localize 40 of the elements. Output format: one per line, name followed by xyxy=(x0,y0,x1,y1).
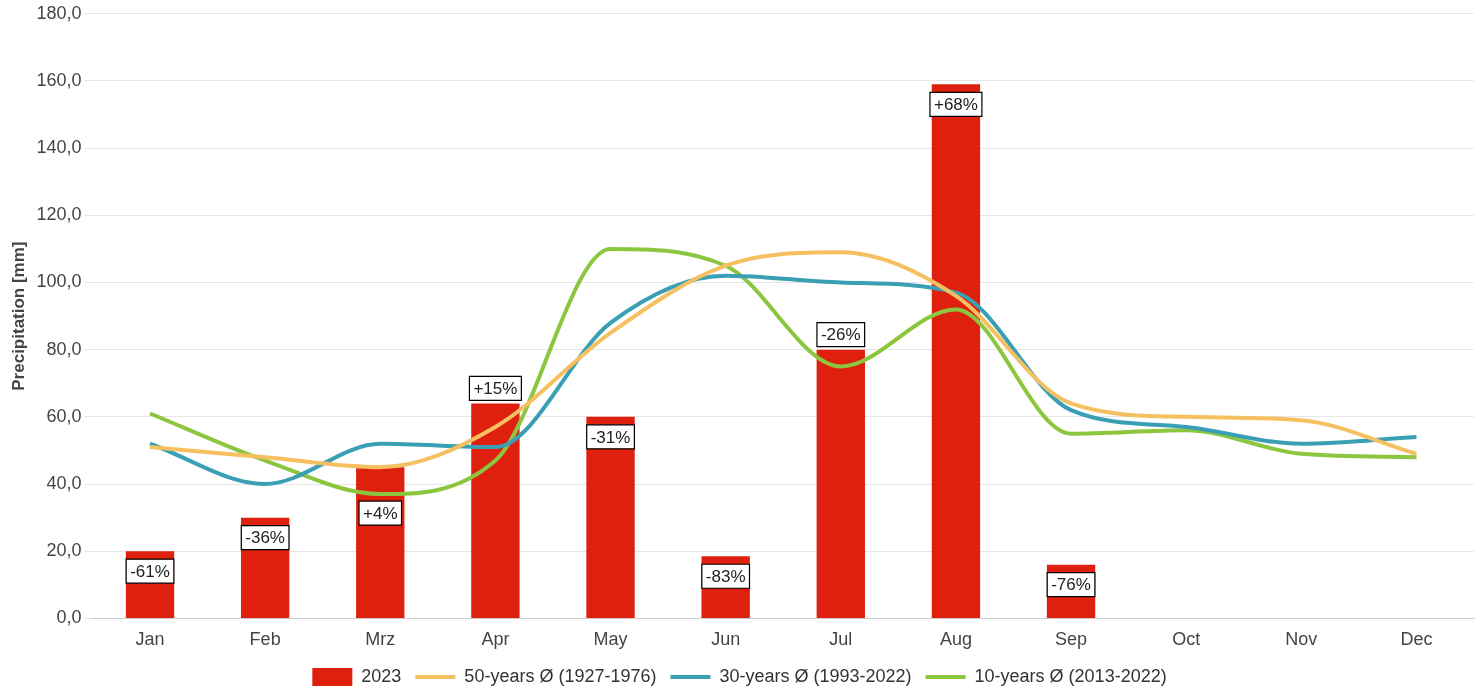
x-tick-label: Jan xyxy=(135,629,165,650)
y-tick-label: 40,0 xyxy=(46,473,82,494)
x-tick-label: Jun xyxy=(711,629,741,650)
x-tick-label: Mrz xyxy=(365,629,396,650)
annotation: -26% xyxy=(820,325,861,345)
y-tick-label: 20,0 xyxy=(46,540,82,561)
legend-label: 2023 xyxy=(361,665,402,686)
bar xyxy=(586,416,635,618)
annotation: -76% xyxy=(1051,575,1091,595)
x-tick-label: Oct xyxy=(1172,629,1201,650)
y-tick-label: 140,0 xyxy=(36,137,82,158)
y-tick-label: 120,0 xyxy=(36,204,82,225)
annotation: -83% xyxy=(705,566,746,586)
bar xyxy=(471,403,520,618)
annotation: -36% xyxy=(245,528,285,548)
annotation: +68% xyxy=(933,95,978,115)
y-tick-label: 60,0 xyxy=(46,405,82,426)
x-tick-label: Nov xyxy=(1285,629,1318,650)
annotation: +15% xyxy=(473,379,518,399)
y-tick-label: 180,0 xyxy=(36,2,82,23)
y-tick-label: 0,0 xyxy=(56,607,82,628)
x-tick-label: Sep xyxy=(1055,629,1088,650)
annotation: -31% xyxy=(590,427,631,447)
y-axis-title: Precipitation [mm] xyxy=(8,241,28,391)
annotation: +4% xyxy=(363,503,398,523)
x-tick-label: Aug xyxy=(939,629,972,650)
x-tick-label: May xyxy=(593,629,628,650)
y-tick-label: 160,0 xyxy=(36,69,82,90)
y-tick-label: 80,0 xyxy=(46,338,82,359)
y-tick-label: 100,0 xyxy=(36,271,82,292)
annotation: -61% xyxy=(130,561,170,581)
legend-label: 50-years Ø (1927-1976) xyxy=(464,665,657,686)
bar xyxy=(816,349,865,618)
x-tick-label: Jul xyxy=(829,629,853,650)
x-tick-label: Apr xyxy=(481,629,510,650)
legend-label: 30-years Ø (1993-2022) xyxy=(719,665,912,686)
legend-label: 10-years Ø (2013-2022) xyxy=(974,665,1167,686)
x-tick-label: Feb xyxy=(249,629,281,650)
bar xyxy=(931,84,981,618)
x-tick-label: Dec xyxy=(1400,629,1433,650)
